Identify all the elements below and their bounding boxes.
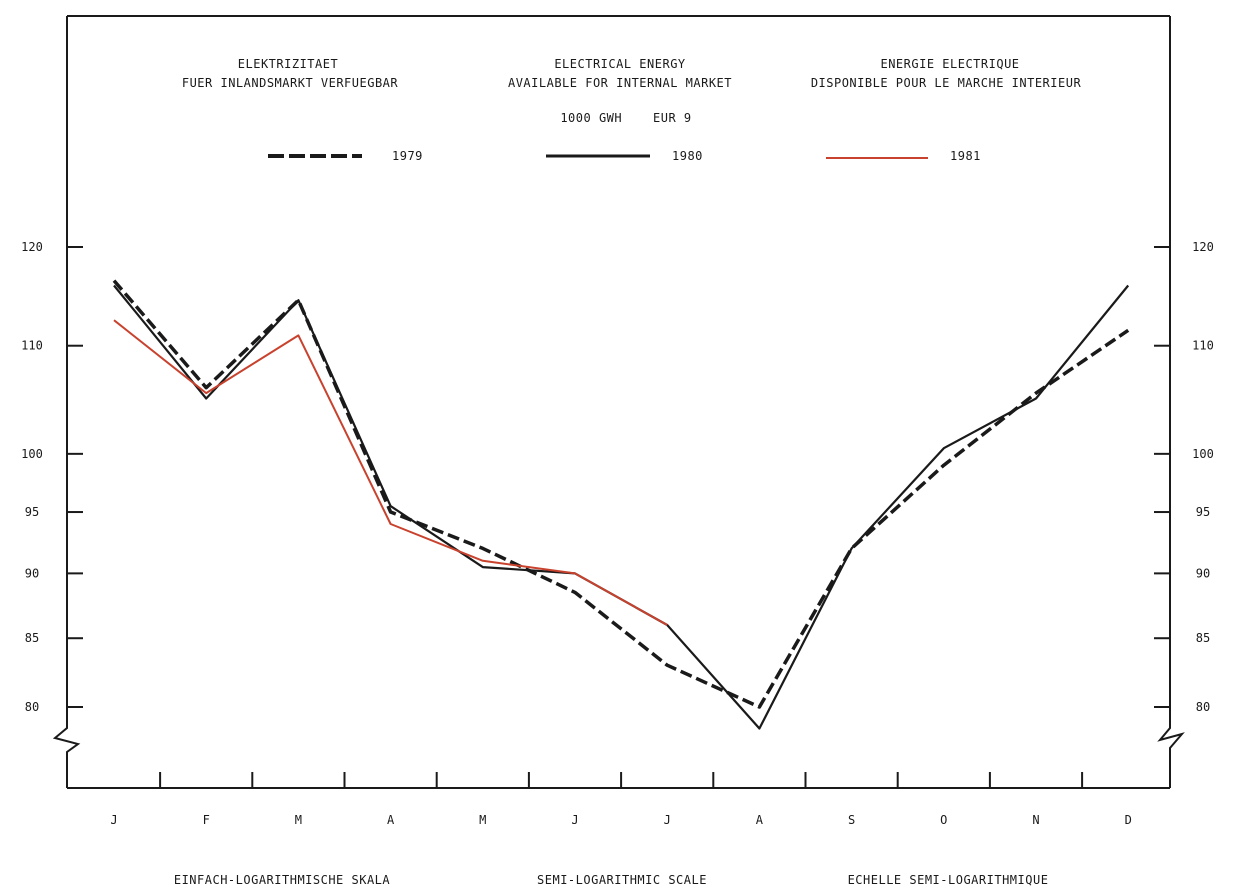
legend: 1979 1980 1981 — [268, 149, 981, 163]
y-tick-label-right-90: 90 — [1196, 566, 1210, 580]
y-tick-label-left-100: 100 — [21, 447, 43, 461]
title-en-line1: ELECTRICAL ENERGY — [554, 57, 686, 71]
legend-label-1980: 1980 — [672, 149, 703, 163]
y-axis-left-ticks: 80 85 90 95 100 110 120 — [21, 240, 83, 714]
y-tick-label-right-95: 95 — [1196, 505, 1210, 519]
title-fr-line1: ENERGIE ELECTRIQUE — [880, 57, 1019, 71]
y-tick-label-right-120: 120 — [1192, 240, 1214, 254]
title-fr-line2: DISPONIBLE POUR LE MARCHE INTERIEUR — [811, 76, 1082, 90]
legend-label-1981: 1981 — [950, 149, 981, 163]
frame-left — [52, 16, 81, 788]
series-line-1981 — [113, 319, 668, 626]
x-tick-label-11: D — [1125, 813, 1132, 827]
title-en-line2: AVAILABLE FOR INTERNAL MARKET — [508, 76, 732, 90]
x-tick-label-0: J — [110, 813, 117, 827]
y-tick-label-left-95: 95 — [25, 505, 39, 519]
y-tick-label-left-110: 110 — [21, 339, 43, 353]
y-tick-label-left-85: 85 — [25, 631, 39, 645]
series-line-1980 — [113, 284, 1130, 730]
y-tick-label-right-80: 80 — [1196, 700, 1210, 714]
x-tick-label-3: A — [387, 813, 395, 827]
x-tick-label-1: F — [203, 813, 210, 827]
footer-en: SEMI-LOGARITHMIC SCALE — [537, 873, 707, 886]
footer-fr: ECHELLE SEMI-LOGARITHMIQUE — [848, 873, 1049, 886]
x-tick-label-6: J — [664, 813, 671, 827]
y-tick-label-right-110: 110 — [1192, 339, 1214, 353]
x-tick-label-9: O — [940, 813, 947, 827]
title-de-line2: FUER INLANDSMARKT VERFUEGBAR — [182, 76, 399, 90]
y-tick-label-right-85: 85 — [1196, 631, 1210, 645]
y-tick-label-left-80: 80 — [25, 700, 39, 714]
x-axis-ticks — [159, 772, 1084, 788]
y-axis-right-ticks: 80 85 90 95 100 110 120 — [1154, 240, 1214, 714]
series-line-1979 — [112, 279, 1130, 709]
x-tick-label-4: M — [479, 813, 486, 827]
x-tick-label-5: J — [571, 813, 578, 827]
footer-de: EINFACH-LOGARITHMISCHE SKALA — [174, 873, 391, 886]
frame-right — [1157, 16, 1185, 788]
footer: EINFACH-LOGARITHMISCHE SKALA SEMI-LOGARI… — [174, 873, 1049, 886]
unit-label: 1000 GWH EUR 9 — [560, 111, 691, 125]
x-tick-label-8: S — [848, 813, 855, 827]
y-tick-label-left-90: 90 — [25, 566, 39, 580]
title-de-line1: ELEKTRIZITAET — [238, 57, 338, 71]
x-tick-label-7: A — [756, 813, 764, 827]
x-tick-label-2: M — [295, 813, 302, 827]
y-tick-label-right-100: 100 — [1192, 447, 1214, 461]
chart-frame — [52, 15, 1185, 789]
y-tick-label-left-120: 120 — [21, 240, 43, 254]
series-lines — [112, 279, 1130, 730]
legend-label-1979: 1979 — [392, 149, 423, 163]
x-tick-label-10: N — [1032, 813, 1039, 827]
title-block: ELEKTRIZITAET FUER INLANDSMARKT VERFUEGB… — [182, 57, 1082, 125]
